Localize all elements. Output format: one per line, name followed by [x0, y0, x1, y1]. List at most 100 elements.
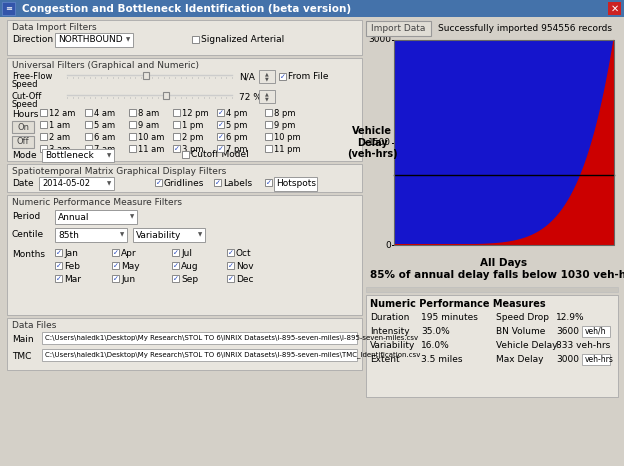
Bar — [394, 40, 614, 245]
Text: Intensity: Intensity — [370, 327, 409, 336]
Text: 2 pm: 2 pm — [182, 133, 203, 142]
Bar — [55, 33, 133, 47]
Polygon shape — [394, 40, 614, 245]
Text: ✓: ✓ — [266, 180, 271, 186]
Text: 7 pm: 7 pm — [226, 145, 248, 154]
Text: 85% of annual delay falls below 1030 veh-hrs: 85% of annual delay falls below 1030 veh… — [370, 270, 624, 280]
Text: 3 pm: 3 pm — [182, 145, 203, 154]
Bar — [217, 133, 224, 140]
Text: ✓: ✓ — [173, 146, 180, 152]
Bar — [227, 249, 234, 256]
Bar — [12, 136, 34, 148]
Text: Extent: Extent — [370, 355, 399, 364]
Text: 3.5 miles: 3.5 miles — [421, 355, 462, 364]
Bar — [259, 90, 275, 103]
Bar — [55, 210, 137, 224]
Bar — [55, 249, 62, 256]
Text: 195 minutes: 195 minutes — [421, 313, 478, 322]
Bar — [55, 228, 127, 242]
Text: 3600: 3600 — [556, 327, 579, 336]
Bar — [259, 70, 275, 83]
Text: 7 am: 7 am — [94, 145, 115, 154]
Text: 4 pm: 4 pm — [226, 109, 247, 118]
Bar — [112, 275, 119, 282]
Bar — [40, 109, 47, 116]
Text: ✓: ✓ — [56, 276, 61, 282]
Text: Data Import Filters: Data Import Filters — [12, 23, 97, 32]
Text: ▼: ▼ — [120, 233, 124, 238]
Text: Dec: Dec — [236, 275, 253, 284]
Text: ✓: ✓ — [112, 263, 119, 269]
Text: ▼: ▼ — [198, 233, 202, 238]
Bar — [582, 354, 610, 365]
Bar — [172, 249, 179, 256]
Text: 9 am: 9 am — [138, 121, 159, 130]
Bar — [42, 332, 357, 344]
Text: Centile: Centile — [12, 230, 44, 239]
Text: 8 am: 8 am — [138, 109, 159, 118]
Bar — [366, 295, 618, 397]
Text: Successfully imported 954556 records: Successfully imported 954556 records — [438, 24, 612, 33]
Text: veh/h: veh/h — [585, 327, 607, 336]
Bar — [173, 109, 180, 116]
Text: C:\Users\haledk1\Desktop\My Research\STOL TO 6\INRIX Datasets\I-895-seven-miles\: C:\Users\haledk1\Desktop\My Research\STO… — [45, 335, 418, 341]
Bar — [2, 2, 15, 15]
Bar — [7, 318, 362, 370]
Text: ✕: ✕ — [610, 4, 618, 14]
Bar — [217, 121, 224, 128]
Text: Import Data: Import Data — [371, 24, 426, 33]
Text: Hotspots: Hotspots — [276, 179, 316, 188]
Text: Jan: Jan — [64, 249, 78, 258]
Bar — [265, 179, 272, 186]
Text: ▼: ▼ — [107, 181, 111, 186]
Bar — [40, 145, 47, 152]
Text: 2014-05-02: 2014-05-02 — [42, 179, 90, 188]
Bar — [85, 109, 92, 116]
Text: 11 pm: 11 pm — [274, 145, 301, 154]
Bar — [7, 58, 362, 161]
Text: Speed: Speed — [12, 100, 39, 109]
Bar — [129, 121, 136, 128]
Text: TMC: TMC — [12, 352, 31, 361]
Text: 5 pm: 5 pm — [226, 121, 247, 130]
Text: 11 am: 11 am — [138, 145, 164, 154]
Text: ≡: ≡ — [5, 4, 12, 13]
Bar — [0, 0, 624, 17]
Text: Variability: Variability — [136, 231, 182, 240]
Text: 833 veh-hrs: 833 veh-hrs — [556, 341, 610, 350]
Text: veh-hrs: veh-hrs — [585, 355, 614, 364]
Text: Mode: Mode — [12, 151, 37, 160]
Text: 0: 0 — [385, 240, 391, 249]
Bar — [85, 133, 92, 140]
Text: Date: Date — [12, 179, 34, 188]
Bar — [85, 121, 92, 128]
Text: On: On — [17, 123, 29, 131]
Text: Cutoff Model: Cutoff Model — [191, 150, 249, 159]
Text: 72 %: 72 % — [239, 93, 262, 102]
Text: ▼: ▼ — [126, 37, 130, 42]
Bar — [163, 92, 169, 99]
Text: ✓: ✓ — [218, 146, 223, 152]
Text: 3000: 3000 — [368, 35, 391, 44]
Bar — [55, 262, 62, 269]
Bar — [12, 121, 34, 133]
Text: ✓: ✓ — [112, 276, 119, 282]
Text: Free-Flow: Free-Flow — [12, 72, 52, 81]
Bar — [366, 21, 431, 36]
Text: 1500: 1500 — [368, 138, 391, 147]
Text: 8 pm: 8 pm — [274, 109, 296, 118]
Text: From File: From File — [288, 72, 328, 81]
Text: Feb: Feb — [64, 262, 80, 271]
Bar — [265, 121, 272, 128]
Bar — [155, 179, 162, 186]
Bar — [217, 145, 224, 152]
Text: 6 am: 6 am — [94, 133, 115, 142]
Text: Vehicle
Delay
(veh-hrs): Vehicle Delay (veh-hrs) — [347, 126, 397, 159]
Text: 10 am: 10 am — [138, 133, 164, 142]
Text: 4 am: 4 am — [94, 109, 115, 118]
Text: Speed: Speed — [12, 80, 39, 89]
Bar — [173, 121, 180, 128]
Text: BN Volume: BN Volume — [496, 327, 545, 336]
Text: Duration: Duration — [370, 313, 409, 322]
Bar — [227, 275, 234, 282]
